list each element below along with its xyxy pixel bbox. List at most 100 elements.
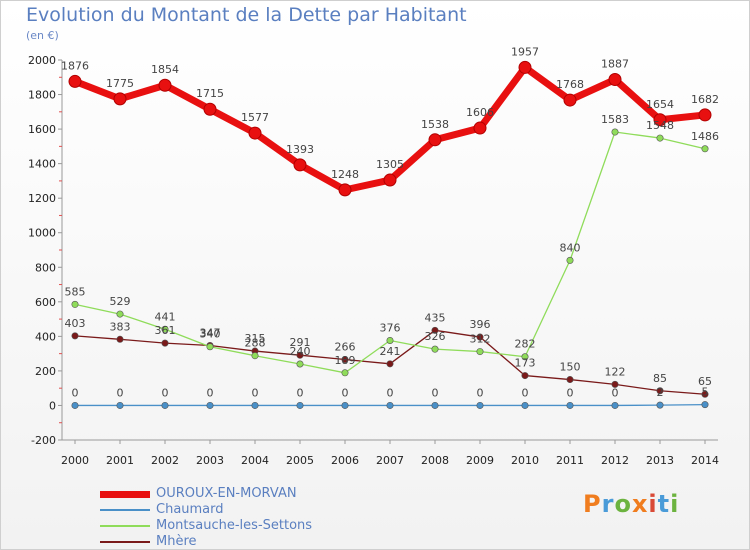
data-label: 585	[65, 285, 86, 298]
data-point-3	[116, 335, 124, 343]
data-point-0	[698, 108, 712, 122]
data-label: 315	[245, 332, 266, 345]
data-point-2	[701, 145, 709, 153]
proxiti-logo: Proxiti	[583, 490, 680, 518]
legend-label: Mhère	[156, 534, 197, 549]
data-point-0	[68, 74, 82, 88]
data-point-3	[566, 376, 574, 384]
data-point-1	[116, 401, 124, 409]
data-point-0	[563, 93, 577, 107]
data-point-3	[341, 356, 349, 364]
data-point-1	[476, 401, 484, 409]
data-label: 1583	[601, 113, 629, 126]
data-label: 0	[72, 386, 79, 399]
legend-label: Chaumard	[156, 502, 224, 517]
x-tick-label: 2004	[241, 454, 269, 467]
y-tick-label: 1800	[28, 89, 56, 102]
data-label: 0	[207, 386, 214, 399]
legend-label: Montsauche-les-Settons	[156, 518, 313, 533]
y-tick-label: 1000	[28, 227, 56, 240]
data-label: 1854	[151, 63, 179, 76]
data-point-0	[293, 158, 307, 172]
data-label: 441	[155, 310, 176, 323]
chart-title: Evolution du Montant de la Dette par Hab…	[26, 4, 467, 26]
data-label: 288	[245, 337, 266, 350]
data-label: 0	[252, 386, 259, 399]
x-tick-label: 2000	[61, 454, 89, 467]
data-label: 189	[335, 354, 356, 367]
y-tick-label: 1400	[28, 158, 56, 171]
data-point-2	[341, 369, 349, 377]
y-tick-label: 2000	[28, 54, 56, 67]
data-point-0	[338, 183, 352, 197]
data-point-1	[296, 401, 304, 409]
data-label: 0	[477, 386, 484, 399]
data-point-2	[116, 310, 124, 318]
data-label: 173	[515, 357, 536, 370]
data-point-2	[656, 134, 664, 142]
data-point-3	[701, 390, 709, 398]
x-tick-label: 2008	[421, 454, 449, 467]
x-tick-label: 2001	[106, 454, 134, 467]
legend-item: Montsauche-les-Settons	[100, 518, 312, 534]
x-tick-label: 2006	[331, 454, 359, 467]
data-label: 1887	[601, 58, 629, 71]
chart-legend: OUROUX-EN-MORVAN Chaumard Montsauche-les-S…	[100, 486, 312, 550]
data-point-0	[203, 102, 217, 116]
data-label: 1486	[691, 130, 719, 143]
data-label: 0	[342, 386, 349, 399]
data-point-3	[476, 333, 484, 341]
x-tick-label: 2013	[646, 454, 674, 467]
data-point-1	[431, 401, 439, 409]
data-label: 65	[698, 375, 712, 388]
data-label: 1248	[331, 168, 359, 181]
data-label: 0	[297, 386, 304, 399]
data-label: 1393	[286, 143, 314, 156]
data-point-2	[386, 337, 394, 345]
data-label: 1606	[466, 106, 494, 119]
data-label: 347	[200, 327, 221, 340]
x-tick-label: 2007	[376, 454, 404, 467]
data-point-1	[386, 401, 394, 409]
data-label: 396	[470, 318, 491, 331]
data-point-1	[341, 401, 349, 409]
legend-item: Mhère	[100, 534, 312, 550]
data-label: 1715	[196, 87, 224, 100]
data-point-1	[566, 401, 574, 409]
data-label: 0	[162, 386, 169, 399]
x-tick-label: 2002	[151, 454, 179, 467]
x-tick-label: 2005	[286, 454, 314, 467]
data-label: 0	[522, 386, 529, 399]
data-label: 266	[335, 341, 356, 354]
data-point-0	[158, 78, 172, 92]
data-label: 1538	[421, 118, 449, 131]
data-label: 312	[470, 333, 491, 346]
y-tick-label: 200	[35, 365, 56, 378]
data-point-2	[206, 343, 214, 351]
data-label: 529	[110, 295, 131, 308]
data-point-2	[251, 352, 259, 360]
data-label: 1305	[376, 158, 404, 171]
legend-swatch	[100, 525, 150, 527]
chart-unit-label: (en €)	[26, 29, 59, 42]
data-point-2	[431, 345, 439, 353]
data-label: 383	[110, 320, 131, 333]
data-point-1	[521, 401, 529, 409]
legend-swatch	[100, 490, 150, 498]
data-label: 0	[387, 386, 394, 399]
data-label: 282	[515, 338, 536, 351]
data-point-0	[383, 173, 397, 187]
data-point-1	[161, 401, 169, 409]
x-tick-label: 2011	[556, 454, 584, 467]
data-point-3	[296, 351, 304, 359]
data-label: 1548	[646, 119, 674, 132]
data-point-0	[248, 126, 262, 140]
data-label: 1654	[646, 98, 674, 111]
x-tick-label: 2012	[601, 454, 629, 467]
legend-item: Chaumard	[100, 502, 312, 518]
y-tick-label: 1600	[28, 123, 56, 136]
data-point-2	[161, 325, 169, 333]
data-label: 376	[380, 322, 401, 335]
data-point-1	[206, 401, 214, 409]
data-label: 291	[290, 336, 311, 349]
